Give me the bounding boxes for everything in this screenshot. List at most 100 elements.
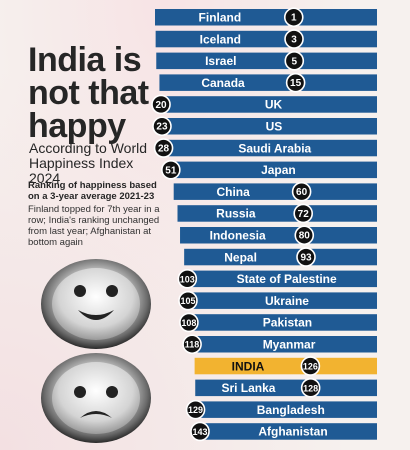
rank-badge-bangladesh: [185, 399, 206, 420]
bar-group-nepal: Nepal 93: [184, 247, 377, 267]
bar-label-afghanistan: Afghanistan: [258, 425, 327, 439]
bar-group-indonesia: Indonesia 80: [180, 225, 377, 246]
rank-badge-saudi-arabia: [153, 138, 174, 158]
rank-badge-pakistan: [179, 312, 199, 333]
bar-group-afghanistan: Afghanistan 143: [190, 421, 377, 442]
summary-note: Finland topped for 7th year in a row; In…: [28, 204, 160, 248]
bar-label-finland: Finland: [199, 10, 242, 24]
bar-afghanistan: [200, 423, 377, 440]
rank-badge-china: [291, 181, 312, 202]
bar-us: [161, 118, 377, 135]
bar-indonesia: [180, 227, 377, 244]
bar-saudi-arabia: [163, 139, 377, 157]
bar-label-bangladesh: Bangladesh: [257, 403, 325, 417]
rank-badge-canada: [285, 72, 306, 93]
rank-badge-uk: [151, 94, 171, 115]
bar-group-sri-lanka: Sri Lanka 128: [195, 378, 377, 398]
bar-myanmar: [192, 336, 377, 353]
rank-value-indonesia: 80: [299, 231, 311, 242]
rank-badge-us: [152, 116, 172, 137]
bar-russia: [177, 205, 377, 222]
bar-canada: [159, 74, 377, 91]
bar-label-myanmar: Myanmar: [263, 337, 316, 351]
rank-value-saudi-arabia: 28: [158, 143, 170, 154]
rank-value-china: 60: [296, 187, 308, 198]
bar-group-russia: Russia 72: [177, 203, 377, 224]
bar-label-pakistan: Pakistan: [263, 316, 312, 330]
rank-badge-ukraine: [178, 290, 198, 311]
bar-label-uk: UK: [265, 98, 283, 112]
bar-label-canada: Canada: [201, 76, 245, 90]
sad-can-image: [41, 353, 151, 443]
bar-label-india: INDIA: [232, 359, 265, 373]
bar-group-india: INDIA 126: [194, 356, 377, 376]
rank-value-japan: 51: [165, 165, 177, 176]
bar-bangladesh: [195, 401, 377, 418]
rank-badge-india: [300, 356, 321, 376]
bar-group-us: US 23: [152, 116, 377, 137]
bar-group-israel: Israel 5: [156, 51, 377, 71]
bar-israel: [156, 52, 377, 70]
bar-group-japan: Japan 51: [161, 160, 377, 180]
bar-group-pakistan: Pakistan 108: [179, 312, 377, 333]
bar-group-myanmar: Myanmar 118: [182, 334, 377, 355]
rank-value-india: 126: [303, 361, 318, 371]
bar-group-canada: Canada 15: [159, 72, 377, 93]
bar-label-israel: Israel: [205, 54, 236, 68]
bar-group-ukraine: Ukraine 105: [178, 290, 377, 311]
bar-group-uk: UK 20: [151, 94, 377, 115]
bar-label-japan: Japan: [261, 163, 296, 177]
ranking-note: Ranking of happiness based on a 3-year a…: [28, 180, 157, 202]
bar-label-iceland: Iceland: [200, 32, 241, 46]
rank-value-us: 23: [156, 122, 168, 133]
rank-badge-iceland: [284, 29, 304, 49]
smiling-can-image: [41, 259, 151, 349]
rank-value-state-of-palestine: 103: [180, 274, 195, 284]
bar-label-state-of-palestine: State of Palestine: [237, 272, 337, 286]
bar-label-nepal: Nepal: [224, 250, 257, 264]
rank-badge-state-of-palestine: [177, 269, 198, 289]
bar-group-bangladesh: Bangladesh 129: [185, 399, 377, 420]
rank-badge-japan: [161, 160, 181, 180]
bar-label-russia: Russia: [216, 207, 256, 221]
bar-group-state-of-palestine: State of Palestine 103: [177, 269, 377, 289]
rank-value-canada: 15: [290, 78, 302, 89]
bar-nepal: [184, 248, 377, 266]
rank-value-israel: 5: [292, 56, 298, 67]
rank-badge-afghanistan: [190, 421, 210, 442]
bar-uk: [161, 96, 377, 113]
bar-group-iceland: Iceland 3: [155, 29, 377, 49]
bar-label-ukraine: Ukraine: [265, 294, 309, 308]
rank-badge-finland: [283, 7, 304, 28]
bar-sri-lanka: [195, 379, 377, 397]
bar-group-china: China 60: [173, 181, 377, 202]
rank-badge-nepal: [296, 247, 316, 267]
rank-value-bangladesh: 129: [188, 405, 203, 415]
bar-pakistan: [188, 314, 377, 331]
bar-state-of-palestine: [187, 270, 377, 288]
rank-value-ukraine: 105: [180, 296, 195, 306]
bar-label-saudi-arabia: Saudi Arabia: [238, 141, 311, 155]
rank-value-nepal: 93: [300, 252, 312, 263]
bar-india: [194, 357, 377, 375]
bar-ukraine: [187, 292, 377, 309]
rank-value-uk: 20: [155, 100, 167, 111]
rank-badge-russia: [293, 203, 314, 224]
rank-value-finland: 1: [291, 13, 297, 24]
bar-china: [173, 183, 377, 200]
headline: India is not that happy: [28, 41, 149, 145]
bar-label-us: US: [266, 119, 283, 133]
rank-value-afghanistan: 143: [192, 427, 207, 437]
bar-label-china: China: [216, 185, 250, 199]
subtitle: According to World Happiness Index 2024: [29, 140, 148, 186]
rank-badge-israel: [284, 51, 305, 71]
rank-badge-sri-lanka: [300, 378, 321, 398]
rank-value-pakistan: 108: [181, 318, 196, 328]
bar-japan: [170, 161, 377, 179]
bar-finland: [155, 9, 377, 26]
rank-badge-myanmar: [182, 334, 202, 355]
rank-value-myanmar: 118: [185, 340, 200, 350]
bar-iceland: [155, 30, 377, 48]
rank-value-sri-lanka: 128: [303, 383, 318, 393]
